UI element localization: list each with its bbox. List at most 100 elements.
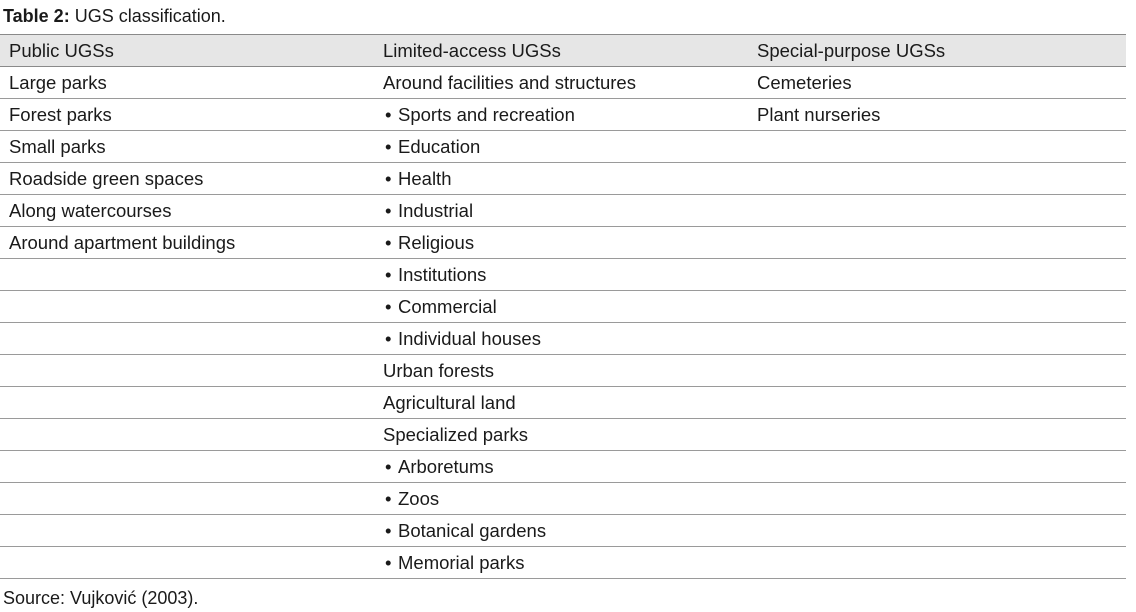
cell-limited-access-ugs: • Arboretums	[374, 450, 748, 483]
cell-special-purpose-ugs	[748, 482, 1126, 515]
cell-special-purpose-ugs	[748, 226, 1126, 259]
cell-text: Health	[398, 167, 452, 189]
bullet-icon: •	[385, 135, 392, 157]
cell-text: Agricultural land	[383, 391, 516, 413]
cell-limited-access-ugs: Around facilities and structures	[374, 66, 748, 99]
cell-special-purpose-ugs	[748, 130, 1126, 163]
cell-text: Zoos	[398, 487, 440, 509]
table-row: Urban forests	[0, 354, 1126, 387]
table-row: Forest parks • Sports and recreation Plant …	[0, 98, 1126, 131]
bullet-icon: •	[385, 551, 392, 573]
table-caption-text: UGS classification.	[69, 6, 226, 26]
cell-limited-access-ugs: • Institutions	[374, 258, 748, 291]
column-header-special-purpose: Special-purpose UGSs	[748, 34, 1126, 67]
bullet-icon: •	[385, 263, 392, 285]
cell-limited-access-ugs: • Sports and recreation	[374, 98, 748, 131]
cell-public-ugs: Forest parks	[0, 98, 374, 131]
cell-public-ugs	[0, 482, 374, 515]
table-caption-label: Table 2:	[3, 6, 70, 26]
cell-special-purpose-ugs	[748, 354, 1126, 387]
cell-limited-access-ugs: • Botanical gardens	[374, 514, 748, 547]
cell-public-ugs	[0, 546, 374, 579]
cell-limited-access-ugs: • Health	[374, 162, 748, 195]
cell-text: Around facilities and structures	[383, 71, 636, 93]
bullet-icon: •	[385, 167, 392, 189]
cell-text: Botanical gardens	[398, 519, 547, 541]
table-row: Around apartment buildings • Religious	[0, 226, 1126, 259]
cell-special-purpose-ugs	[748, 194, 1126, 227]
cell-text: Education	[398, 135, 481, 157]
bullet-icon: •	[385, 231, 392, 253]
cell-text: Urban forests	[383, 359, 495, 381]
cell-text: Arboretums	[398, 455, 494, 477]
table-row: • Zoos	[0, 482, 1126, 515]
bullet-icon: •	[385, 519, 392, 541]
cell-public-ugs	[0, 322, 374, 355]
cell-limited-access-ugs: • Zoos	[374, 482, 748, 515]
cell-limited-access-ugs: • Individual houses	[374, 322, 748, 355]
table-row: Small parks • Education	[0, 130, 1126, 163]
cell-limited-access-ugs: Specialized parks	[374, 418, 748, 451]
bullet-icon: •	[385, 327, 392, 349]
cell-text: Institutions	[398, 263, 487, 285]
table-row: • Commercial	[0, 290, 1126, 323]
column-header-limited-access: Limited-access UGSs	[374, 34, 748, 67]
cell-limited-access-ugs: Agricultural land	[374, 386, 748, 419]
table-header-row: Public UGSs Limited-access UGSs Special-…	[0, 34, 1126, 67]
cell-special-purpose-ugs	[748, 290, 1126, 323]
cell-limited-access-ugs: • Memorial parks	[374, 546, 748, 579]
source-note: Source: Vujković (2003).	[3, 588, 199, 608]
cell-public-ugs: Small parks	[0, 130, 374, 163]
cell-public-ugs: Large parks	[0, 66, 374, 99]
cell-public-ugs: Around apartment buildings	[0, 226, 374, 259]
table-row: Agricultural land	[0, 386, 1126, 419]
table-caption: Table 2: UGS classification.	[3, 4, 226, 28]
cell-special-purpose-ugs	[748, 162, 1126, 195]
cell-special-purpose-ugs: Plant nurseries	[748, 98, 1126, 131]
cell-limited-access-ugs: • Religious	[374, 226, 748, 259]
table-row: Along watercourses • Industrial	[0, 194, 1126, 227]
bullet-icon: •	[385, 103, 392, 125]
cell-text: Individual houses	[398, 327, 541, 349]
cell-public-ugs	[0, 354, 374, 387]
bullet-icon: •	[385, 295, 392, 317]
cell-public-ugs	[0, 514, 374, 547]
table-row: • Individual houses	[0, 322, 1126, 355]
cell-limited-access-ugs: • Commercial	[374, 290, 748, 323]
cell-public-ugs	[0, 418, 374, 451]
cell-text: Religious	[398, 231, 475, 253]
table-row: • Memorial parks	[0, 546, 1126, 579]
table-row: Roadside green spaces • Health	[0, 162, 1126, 195]
bullet-icon: •	[385, 199, 392, 221]
cell-special-purpose-ugs	[748, 258, 1126, 291]
cell-text: Sports and recreation	[398, 103, 575, 125]
cell-text: Memorial parks	[398, 551, 525, 573]
cell-special-purpose-ugs	[748, 546, 1126, 579]
table-row: • Arboretums	[0, 450, 1126, 483]
cell-special-purpose-ugs	[748, 514, 1126, 547]
cell-public-ugs	[0, 258, 374, 291]
table-row: Large parks Around facilities and structu…	[0, 66, 1126, 99]
ugs-classification-table: Public UGSs Limited-access UGSs Special-…	[0, 34, 1126, 579]
table-header: Public UGSs Limited-access UGSs Special-…	[0, 34, 1126, 67]
cell-public-ugs: Along watercourses	[0, 194, 374, 227]
table-row: Specialized parks	[0, 418, 1126, 451]
cell-special-purpose-ugs	[748, 322, 1126, 355]
cell-special-purpose-ugs	[748, 386, 1126, 419]
cell-public-ugs	[0, 386, 374, 419]
column-header-public: Public UGSs	[0, 34, 374, 67]
table-row: • Botanical gardens	[0, 514, 1126, 547]
cell-public-ugs	[0, 290, 374, 323]
bullet-icon: •	[385, 487, 392, 509]
cell-text: Industrial	[398, 199, 474, 221]
table-row: • Institutions	[0, 258, 1126, 291]
cell-limited-access-ugs: • Education	[374, 130, 748, 163]
cell-text: Commercial	[398, 295, 497, 317]
cell-special-purpose-ugs: Cemeteries	[748, 66, 1126, 99]
cell-public-ugs: Roadside green spaces	[0, 162, 374, 195]
bullet-icon: •	[385, 455, 392, 477]
table-body: Large parks Around facilities and structu…	[0, 66, 1126, 579]
cell-special-purpose-ugs	[748, 418, 1126, 451]
cell-limited-access-ugs: Urban forests	[374, 354, 748, 387]
cell-text: Specialized parks	[383, 423, 528, 445]
